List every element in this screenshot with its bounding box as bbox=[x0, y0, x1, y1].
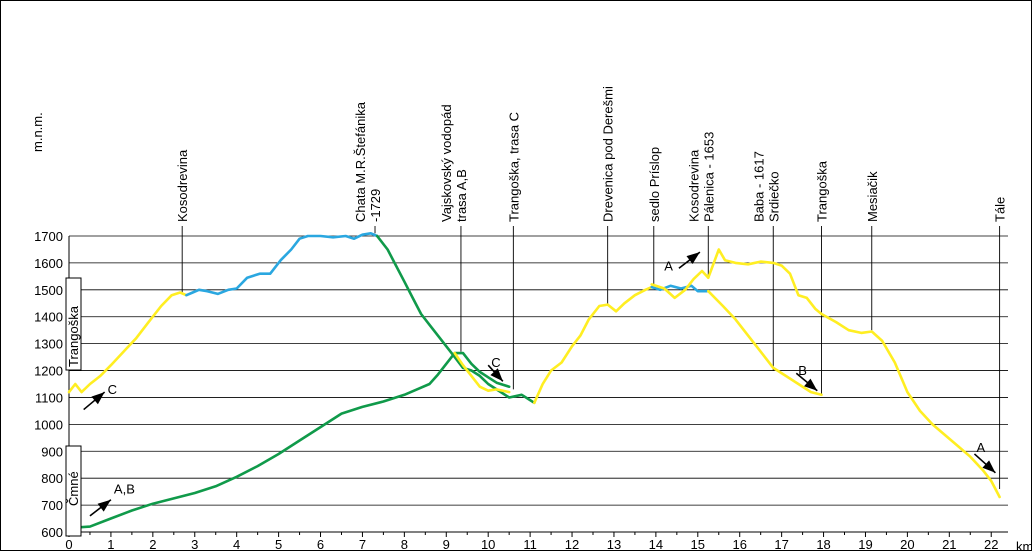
place-label: Kosodrevina bbox=[175, 149, 190, 222]
y-tick-label: 1700 bbox=[34, 229, 63, 244]
x-tick-label: 11 bbox=[523, 537, 537, 551]
series-line-yellow bbox=[532, 285, 654, 405]
x-tick-label: 6 bbox=[317, 537, 324, 551]
side-label-trangoska: Trangoška bbox=[66, 305, 81, 367]
x-tick-label: 12 bbox=[565, 537, 579, 551]
place-label: Mesiačik bbox=[865, 171, 880, 222]
route-arrow-label: A bbox=[976, 440, 985, 455]
place-label: sedlo Príslop bbox=[647, 147, 662, 222]
x-tick-label: 21 bbox=[942, 537, 956, 551]
route-arrow-head bbox=[982, 460, 996, 473]
place-label: Kosodrevina bbox=[686, 149, 701, 222]
y-axis-label: m.n.m. bbox=[30, 112, 45, 152]
x-tick-label: 10 bbox=[481, 537, 495, 551]
x-tick-label: 5 bbox=[275, 537, 282, 551]
side-label-crmne: Čmné bbox=[66, 471, 81, 506]
x-tick-label: 1 bbox=[107, 537, 114, 551]
x-tick-label: 15 bbox=[691, 537, 705, 551]
series-group bbox=[67, 232, 1001, 530]
series-line-yellow bbox=[453, 351, 511, 394]
side-labels: Trangoška Čmné bbox=[65, 277, 82, 537]
side-box-trangoska bbox=[65, 277, 82, 371]
place-label: Trangoška, trasa C bbox=[506, 112, 521, 222]
route-arrow-label: B bbox=[798, 363, 807, 378]
place-label: Pálenica - 1653 bbox=[701, 132, 716, 222]
place-label: Tále bbox=[993, 197, 1008, 222]
place-label: Trangoška bbox=[814, 160, 829, 222]
route-arrow-head bbox=[686, 252, 700, 264]
side-box-crmne bbox=[65, 445, 82, 537]
place-leaders bbox=[181, 226, 1001, 489]
labels: m.n.m. km Kosodrevina Chata M.R.Štefánika… bbox=[30, 86, 1032, 551]
series-line-yellow bbox=[67, 291, 188, 394]
series-line-yellow bbox=[820, 312, 1001, 499]
route-arrow-label: C bbox=[108, 382, 117, 397]
x-tick-label: 8 bbox=[401, 537, 408, 551]
x-tick-label: 18 bbox=[816, 537, 830, 551]
x-tick-label: 22 bbox=[984, 537, 998, 551]
x-tick-label: 4 bbox=[233, 537, 240, 551]
route-arrows: C A,B C A B A bbox=[83, 251, 996, 517]
place-label: -1729 bbox=[368, 189, 383, 222]
grid bbox=[69, 235, 1008, 533]
route-arrow-label: C bbox=[491, 355, 500, 370]
series-line-green bbox=[375, 234, 536, 405]
y-tick-label: 1100 bbox=[35, 390, 63, 405]
y-tick-label: 1600 bbox=[34, 256, 63, 271]
x-tick-label: 13 bbox=[607, 537, 621, 551]
y-tick-label: 800 bbox=[41, 471, 63, 486]
route-arrow-label: A,B bbox=[114, 482, 135, 497]
place-label: trasa A,B bbox=[454, 169, 469, 222]
place-label: Baba - 1617 bbox=[751, 151, 766, 222]
x-tick-label: 20 bbox=[900, 537, 914, 551]
y-tick-label: 600 bbox=[41, 525, 63, 540]
x-axis-unit: km bbox=[1016, 539, 1032, 551]
series-line-yellow bbox=[650, 269, 710, 300]
y-tick-label: 1500 bbox=[34, 283, 63, 298]
x-tick-label: 9 bbox=[443, 537, 450, 551]
series-line-yellow bbox=[706, 289, 823, 397]
place-label: Vajskovský vodopád bbox=[439, 104, 454, 222]
y-tick-label: 1000 bbox=[34, 417, 63, 432]
y-tick-label: 1200 bbox=[34, 364, 63, 379]
x-tick-label: 0 bbox=[65, 537, 72, 551]
y-tick-label: 900 bbox=[41, 444, 63, 459]
route-arrow-head bbox=[804, 378, 818, 391]
x-tick-label: 7 bbox=[359, 537, 366, 551]
series-line-green bbox=[67, 351, 511, 530]
y-tick-label: 1300 bbox=[34, 337, 63, 352]
route-arrow-head bbox=[97, 499, 111, 512]
route-arrow-head bbox=[490, 368, 503, 382]
place-label: Chata M.R.Štefánika bbox=[353, 101, 368, 222]
x-tick-label: 19 bbox=[858, 537, 872, 551]
x-tick-label: 3 bbox=[191, 537, 198, 551]
y-tick-label: 1400 bbox=[34, 310, 63, 325]
x-tick-label: 2 bbox=[149, 537, 156, 551]
place-label: Drevenica pod Derešmi bbox=[601, 86, 616, 222]
axes: 6007008009001000110012001300140015001600… bbox=[34, 229, 1008, 551]
series-line-yellow bbox=[706, 248, 823, 316]
series-line-blue bbox=[185, 232, 379, 297]
x-tick-label: 17 bbox=[774, 537, 788, 551]
place-label: Srdiečko bbox=[766, 171, 781, 222]
x-tick-label: 16 bbox=[732, 537, 746, 551]
x-tick-label: 14 bbox=[649, 537, 663, 551]
y-tick-label: 700 bbox=[41, 498, 63, 513]
series-line-blue bbox=[650, 284, 710, 293]
route-arrow-label: A bbox=[664, 258, 673, 273]
route-arrow-head bbox=[91, 392, 105, 405]
